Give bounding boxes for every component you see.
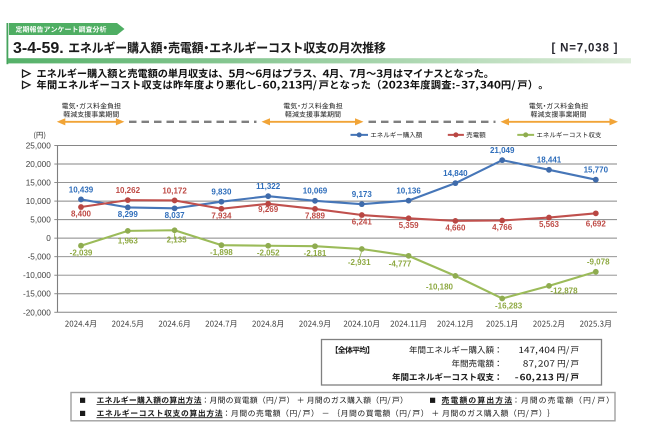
svg-text:8,400: 8,400: [71, 210, 92, 219]
svg-text:20,000: 20,000: [26, 160, 51, 169]
svg-text:4,766: 4,766: [492, 223, 513, 232]
svg-text:-2,181: -2,181: [304, 249, 327, 258]
svg-text:-12,878: -12,878: [550, 286, 578, 295]
svg-text:10,172: 10,172: [162, 186, 187, 195]
svg-text:5,563: 5,563: [539, 220, 560, 229]
svg-text:7,889: 7,889: [305, 212, 326, 221]
svg-text:-2,052: -2,052: [257, 249, 280, 258]
svg-text:6,241: 6,241: [352, 218, 373, 227]
svg-text:-16,283: -16,283: [495, 301, 523, 310]
svg-text:15,770: 15,770: [584, 166, 609, 175]
svg-text:-20,000: -20,000: [23, 308, 51, 317]
svg-text:10,136: 10,136: [396, 186, 421, 195]
svg-text:10,000: 10,000: [26, 197, 51, 206]
svg-text:5,359: 5,359: [399, 221, 420, 230]
svg-text:-2,039: -2,039: [70, 248, 93, 257]
svg-text:-2,931: -2,931: [348, 258, 371, 267]
svg-text:8,299: 8,299: [118, 210, 139, 219]
svg-text:15,000: 15,000: [26, 179, 51, 188]
svg-text:25,000: 25,000: [26, 142, 51, 151]
svg-text:4,660: 4,660: [445, 224, 466, 233]
svg-text:21,049: 21,049: [490, 146, 515, 155]
svg-text:-9,078: -9,078: [587, 258, 610, 267]
svg-text:6,692: 6,692: [586, 220, 607, 229]
svg-text:1,963: 1,963: [118, 236, 139, 245]
svg-text:-5,000: -5,000: [28, 253, 52, 262]
svg-text:9,830: 9,830: [211, 188, 232, 197]
svg-text:[ N=7,038 ]: [ N=7,038 ]: [552, 42, 618, 54]
svg-text:-1,898: -1,898: [210, 248, 233, 257]
svg-text:10,262: 10,262: [116, 186, 141, 195]
svg-text:5,000: 5,000: [30, 216, 51, 225]
svg-text:10,069: 10,069: [303, 187, 328, 196]
svg-text:-15,000: -15,000: [23, 290, 51, 299]
svg-text:3-4-59.: 3-4-59.: [13, 40, 64, 57]
svg-text:0: 0: [46, 234, 51, 243]
svg-text:10,439: 10,439: [69, 185, 94, 194]
svg-text:8,037: 8,037: [165, 211, 186, 220]
svg-text:14,840: 14,840: [443, 169, 468, 178]
svg-text:9,269: 9,269: [258, 205, 279, 214]
svg-text:11,322: 11,322: [256, 182, 281, 191]
svg-text:-10,000: -10,000: [23, 271, 51, 280]
svg-text:9,173: 9,173: [352, 190, 373, 199]
svg-text:-4,777: -4,777: [389, 259, 412, 268]
svg-text:2,135: 2,135: [167, 236, 188, 245]
svg-text:-10,180: -10,180: [426, 282, 454, 291]
svg-text:7,934: 7,934: [211, 211, 232, 220]
svg-text:18,441: 18,441: [537, 156, 562, 165]
